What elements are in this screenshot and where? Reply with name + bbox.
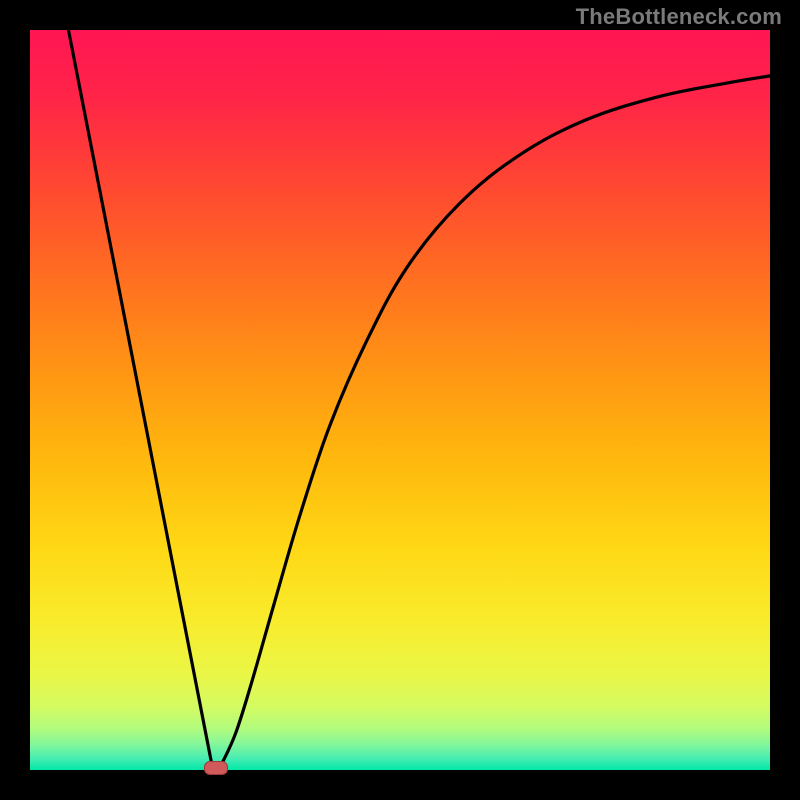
watermark-text: TheBottleneck.com [576, 4, 782, 30]
chart-canvas: TheBottleneck.com [0, 0, 800, 800]
minimum-marker [204, 761, 228, 775]
valley-curve [68, 30, 770, 766]
curve-svg [0, 0, 800, 800]
